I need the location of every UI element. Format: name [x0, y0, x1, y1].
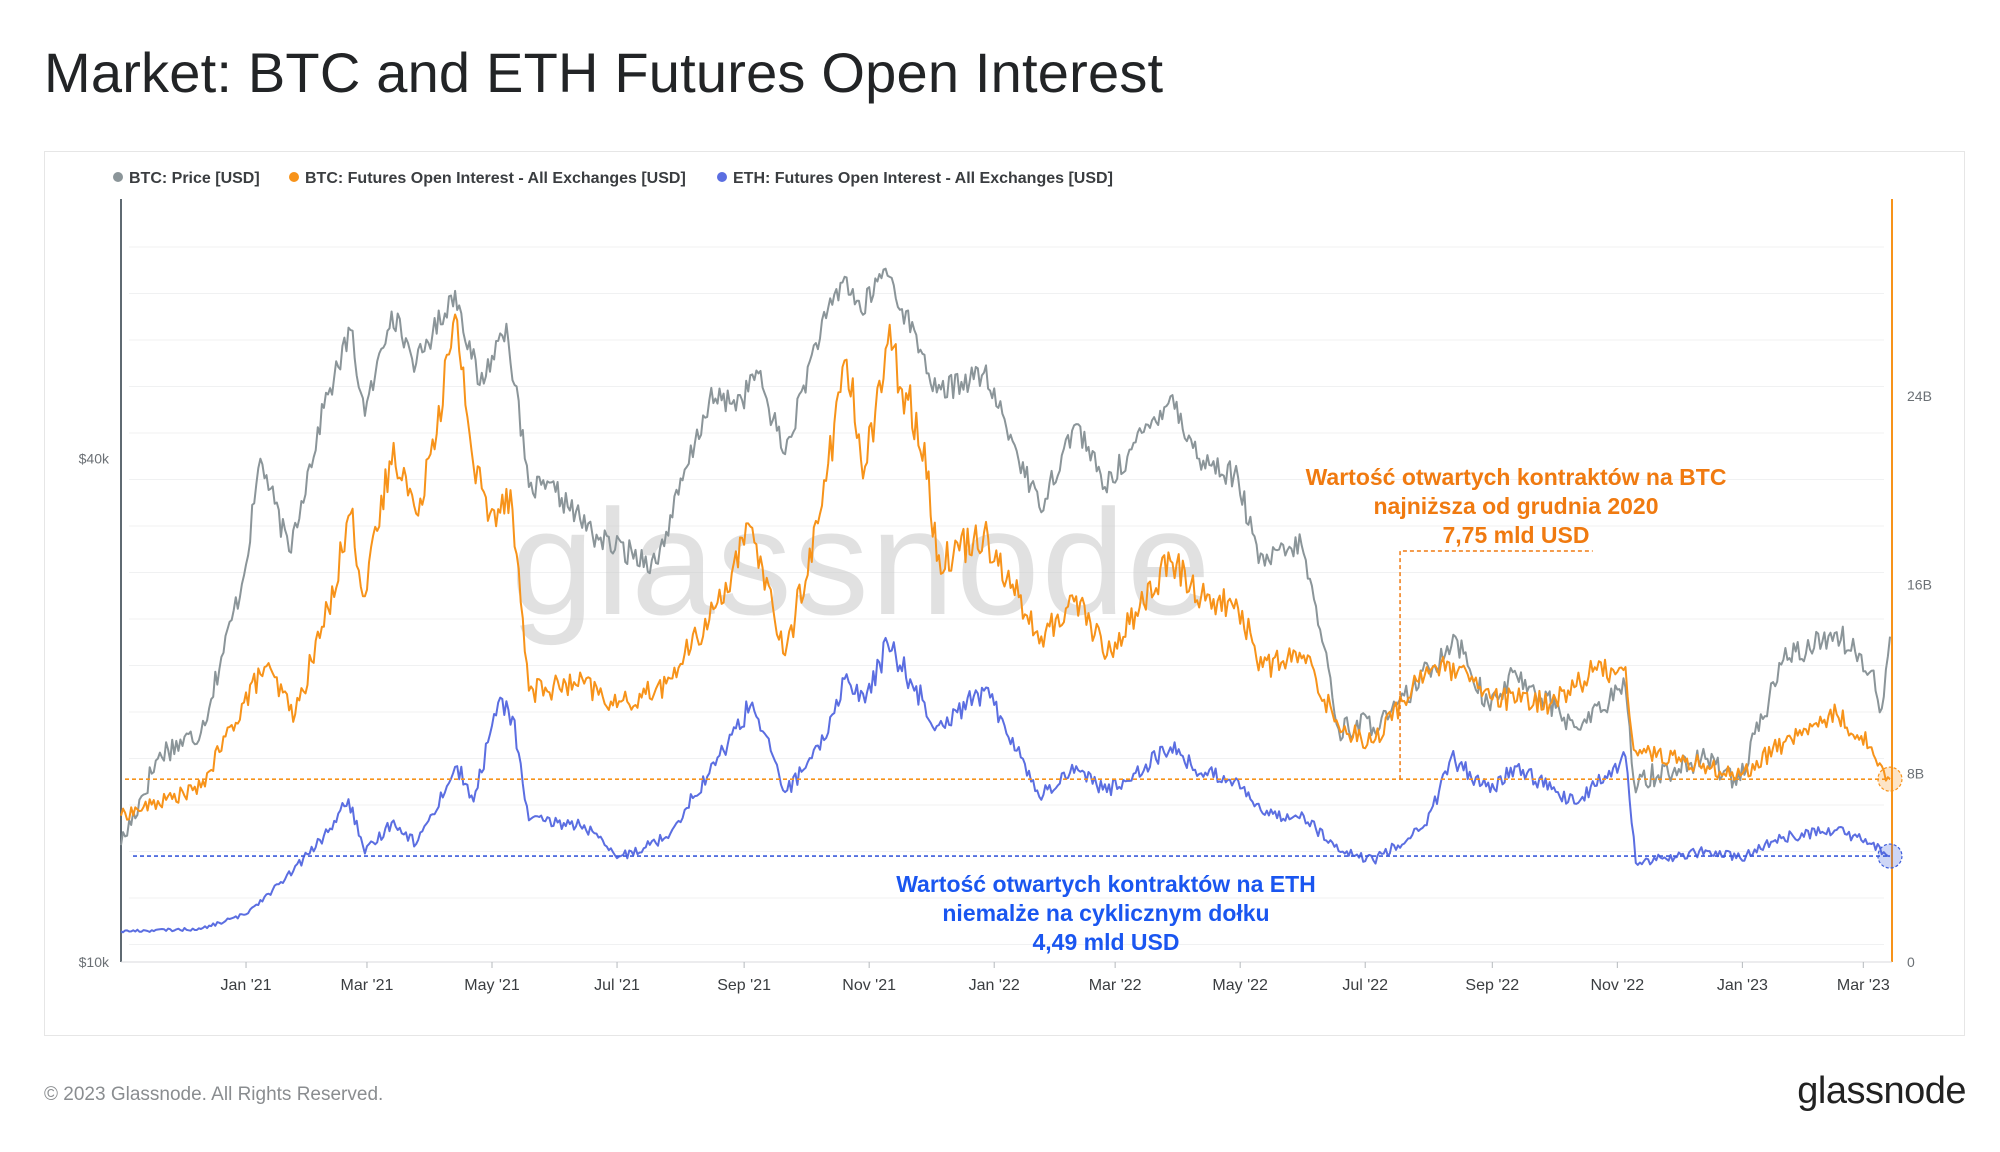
x-tick-label: Mar '22 [1089, 977, 1142, 994]
annotation-eth: Wartość otwartych kontraktów na ETH niema… [896, 871, 1316, 955]
series-line [120, 267, 1891, 846]
annotation-line: Wartość otwartych kontraktów na BTC [1306, 464, 1727, 490]
x-tick-label: Nov '22 [1590, 977, 1644, 994]
x-tick-label: May '22 [1212, 977, 1268, 994]
copyright-text: © 2023 Glassnode. All Rights Reserved. [44, 1084, 384, 1105]
x-tick-label: Jan '22 [969, 977, 1020, 994]
legend-label: BTC: Price [USD] [129, 170, 260, 187]
x-tick-label: Jul '22 [1342, 977, 1388, 994]
x-tick-label: May '21 [464, 977, 520, 994]
right-tick-label: 0 [1907, 954, 1915, 970]
annotation-line: niemalże na cyklicznym dołku [942, 900, 1269, 926]
legend: BTC: Price [USD] BTC: Futures Open Intere… [113, 170, 1113, 187]
x-tick-label: Nov '21 [842, 977, 896, 994]
watermark: glassnode [511, 478, 1213, 646]
annotation-line: Wartość otwartych kontraktów na ETH [896, 871, 1316, 897]
legend-swatch [717, 172, 727, 182]
reference-marker [1877, 766, 1903, 792]
legend-item[interactable]: BTC: Price [USD] [113, 170, 260, 187]
legend-label: ETH: Futures Open Interest - All Exchang… [733, 170, 1113, 187]
legend-swatch [289, 172, 299, 182]
right-tick-label: 16B [1907, 577, 1932, 593]
x-tick-label: Mar '23 [1837, 977, 1890, 994]
left-tick-label: $10k [79, 954, 110, 970]
glassnode-logo[interactable]: glassnode [1797, 1070, 1966, 1112]
reference-marker [1877, 843, 1903, 869]
x-tick-label: Jan '23 [1717, 977, 1768, 994]
chart-svg: glassnode BTC: Price [USD] BTC: Futures Op… [79, 170, 1932, 994]
legend-item[interactable]: ETH: Futures Open Interest - All Exchang… [717, 170, 1113, 187]
right-tick-label: 24B [1907, 388, 1932, 404]
legend-label: BTC: Futures Open Interest - All Exchang… [305, 170, 686, 187]
series-line [120, 313, 1891, 821]
x-tick-label: Mar '21 [341, 977, 394, 994]
annotation-line: 7,75 mld USD [1443, 522, 1590, 548]
page-title: Market: BTC and ETH Futures Open Interes… [44, 41, 1164, 104]
x-tick-label: Sep '22 [1465, 977, 1519, 994]
legend-swatch [113, 172, 123, 182]
annotation-line: 4,49 mld USD [1033, 929, 1180, 955]
series-line [120, 636, 1891, 934]
annotation-line: najniższa od grudnia 2020 [1373, 493, 1658, 519]
legend-item[interactable]: BTC: Futures Open Interest - All Exchang… [289, 170, 686, 187]
right-tick-label: 8B [1907, 765, 1924, 781]
x-tick-label: Sep '21 [717, 977, 771, 994]
left-tick-label: $40k [79, 451, 110, 467]
chart-panel: glassnode BTC: Price [USD] BTC: Futures Op… [44, 151, 1965, 1036]
x-tick-label: Jul '21 [594, 977, 640, 994]
x-tick-label: Jan '21 [220, 977, 271, 994]
annotation-btc: Wartość otwartych kontraktów na BTC najni… [1306, 464, 1727, 548]
